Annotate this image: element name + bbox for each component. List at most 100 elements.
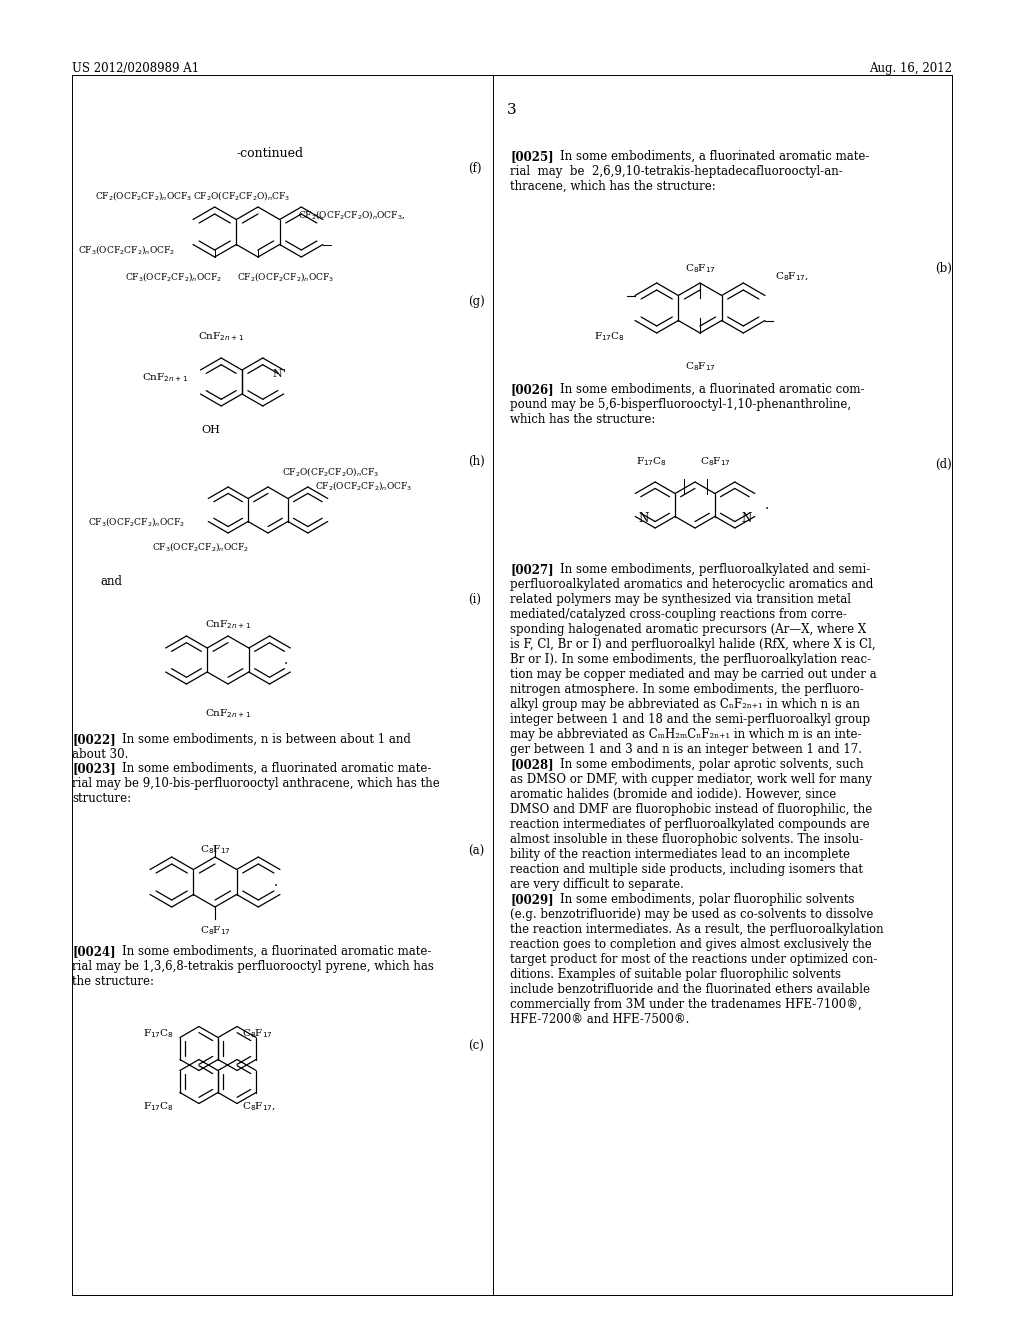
Text: alkyl group may be abbreviated as CₙF₂ₙ₊₁ in which n is an: alkyl group may be abbreviated as CₙF₂ₙ₊… (510, 698, 860, 711)
Text: aromatic halides (bromide and iodide). However, since: aromatic halides (bromide and iodide). H… (510, 788, 837, 801)
Text: In some embodiments, a fluorinated aromatic com-: In some embodiments, a fluorinated aroma… (560, 383, 864, 396)
Text: CF$_2$(OCF$_2$CF$_2$)$_n$OCF$_3$: CF$_2$(OCF$_2$CF$_2$)$_n$OCF$_3$ (315, 479, 413, 492)
Text: N: N (741, 512, 752, 525)
Text: [0029]: [0029] (510, 894, 554, 906)
Text: F$_{17}$C$_8$: F$_{17}$C$_8$ (143, 1027, 174, 1040)
Text: F$_{17}$C$_8$: F$_{17}$C$_8$ (143, 1100, 174, 1113)
Text: C$_8$F$_{17}$: C$_8$F$_{17}$ (200, 924, 230, 937)
Text: (a): (a) (468, 845, 484, 858)
Text: CF$_2$O(CF$_2$CF$_2$O)$_n$CF$_3$: CF$_2$O(CF$_2$CF$_2$O)$_n$CF$_3$ (282, 465, 379, 478)
Text: CF$_2$(OCF$_2$CF$_2$O)$_n$OCF$_3$,: CF$_2$(OCF$_2$CF$_2$O)$_n$OCF$_3$, (298, 209, 406, 220)
Text: rial may be 9,10-bis-perfluorooctyl anthracene, which has the: rial may be 9,10-bis-perfluorooctyl anth… (72, 777, 439, 789)
Text: OH: OH (202, 425, 220, 436)
Text: may be abbreviated as CₘH₂ₘCₙF₂ₙ₊₁ in which m is an inte-: may be abbreviated as CₘH₂ₘCₙF₂ₙ₊₁ in wh… (510, 729, 861, 741)
Text: CnF$_{2n+1}$: CnF$_{2n+1}$ (205, 618, 251, 631)
Text: which has the structure:: which has the structure: (510, 413, 655, 426)
Text: CF$_3$(OCF$_2$CF$_2$)$_n$OCF$_2$: CF$_3$(OCF$_2$CF$_2$)$_n$OCF$_2$ (125, 271, 222, 282)
Text: is F, Cl, Br or I) and perfluoroalkyl halide (RfX, where X is Cl,: is F, Cl, Br or I) and perfluoroalkyl ha… (510, 638, 876, 651)
Text: In some embodiments, polar aprotic solvents, such: In some embodiments, polar aprotic solve… (560, 758, 863, 771)
Text: CnF$_{2n+1}$: CnF$_{2n+1}$ (199, 330, 245, 343)
Text: structure:: structure: (72, 792, 131, 805)
Text: and: and (100, 576, 122, 587)
Text: (c): (c) (468, 1040, 484, 1053)
Text: tion may be copper mediated and may be carried out under a: tion may be copper mediated and may be c… (510, 668, 877, 681)
Text: (h): (h) (468, 455, 484, 469)
Text: as DMSO or DMF, with cupper mediator, work well for many: as DMSO or DMF, with cupper mediator, wo… (510, 774, 871, 785)
Text: In some embodiments, a fluorinated aromatic mate-: In some embodiments, a fluorinated aroma… (122, 945, 431, 958)
Text: Br or I). In some embodiments, the perfluoroalkylation reac-: Br or I). In some embodiments, the perfl… (510, 653, 871, 667)
Text: about 30.: about 30. (72, 748, 128, 762)
Text: reaction goes to completion and gives almost exclusively the: reaction goes to completion and gives al… (510, 939, 871, 950)
Text: In some embodiments, a fluorinated aromatic mate-: In some embodiments, a fluorinated aroma… (122, 762, 431, 775)
Text: (d): (d) (935, 458, 951, 471)
Text: C$_8$F$_{17}$,: C$_8$F$_{17}$, (775, 271, 809, 282)
Text: integer between 1 and 18 and the semi-perfluoroalkyl group: integer between 1 and 18 and the semi-pe… (510, 713, 870, 726)
Text: .: . (765, 498, 769, 512)
Text: C$_8$F$_{17}$: C$_8$F$_{17}$ (685, 360, 716, 372)
Text: mediated/catalyzed cross-coupling reactions from corre-: mediated/catalyzed cross-coupling reacti… (510, 609, 847, 620)
Text: reaction intermediates of perfluoroalkylated compounds are: reaction intermediates of perfluoroalkyl… (510, 818, 869, 832)
Text: rial  may  be  2,6,9,10-tetrakis-heptadecafluorooctyl-an-: rial may be 2,6,9,10-tetrakis-heptadecaf… (510, 165, 843, 178)
Text: pound may be 5,6-bisperfluorooctyl-1,10-phenanthroline,: pound may be 5,6-bisperfluorooctyl-1,10-… (510, 399, 851, 411)
Text: rial may be 1,3,6,8-tetrakis perfluorooctyl pyrene, which has: rial may be 1,3,6,8-tetrakis perfluorooc… (72, 960, 434, 973)
Text: (f): (f) (468, 162, 481, 176)
Text: sponding halogenated aromatic precursors (Ar—X, where X: sponding halogenated aromatic precursors… (510, 623, 866, 636)
Text: CnF$_{2n+1}$: CnF$_{2n+1}$ (205, 708, 251, 719)
Text: N: N (272, 368, 283, 379)
Text: US 2012/0208989 A1: US 2012/0208989 A1 (72, 62, 199, 75)
Text: [0024]: [0024] (72, 945, 116, 958)
Text: thracene, which has the structure:: thracene, which has the structure: (510, 180, 716, 193)
Text: C$_8$F$_{17}$: C$_8$F$_{17}$ (699, 455, 730, 467)
Text: C$_8$F$_{17}$: C$_8$F$_{17}$ (685, 261, 716, 275)
Text: -continued: -continued (237, 147, 303, 160)
Text: In some embodiments, polar fluorophilic solvents: In some embodiments, polar fluorophilic … (560, 894, 854, 906)
Text: In some embodiments, a fluorinated aromatic mate-: In some embodiments, a fluorinated aroma… (560, 150, 869, 162)
Text: [0028]: [0028] (510, 758, 554, 771)
Text: .: . (273, 875, 278, 888)
Text: the structure:: the structure: (72, 975, 154, 987)
Text: N: N (639, 512, 649, 525)
Text: In some embodiments, perfluoroalkylated and semi-: In some embodiments, perfluoroalkylated … (560, 564, 870, 576)
Text: are very difficult to separate.: are very difficult to separate. (510, 878, 684, 891)
Text: 3: 3 (507, 103, 517, 117)
Text: ditions. Examples of suitable polar fluorophilic solvents: ditions. Examples of suitable polar fluo… (510, 968, 841, 981)
Text: F$_{17}$C$_8$: F$_{17}$C$_8$ (636, 455, 668, 467)
Text: (e.g. benzotrifluoride) may be used as co-solvents to dissolve: (e.g. benzotrifluoride) may be used as c… (510, 908, 873, 921)
Text: CF$_3$(OCF$_2$CF$_2$)$_n$OCF$_2$: CF$_3$(OCF$_2$CF$_2$)$_n$OCF$_2$ (152, 540, 249, 553)
Text: [0023]: [0023] (72, 762, 116, 775)
Text: CF$_2$(OCF$_2$CF$_2$)$_n$OCF$_3$: CF$_2$(OCF$_2$CF$_2$)$_n$OCF$_3$ (95, 189, 193, 202)
Text: In some embodiments, n is between about 1 and: In some embodiments, n is between about … (122, 733, 411, 746)
Text: reaction and multiple side products, including isomers that: reaction and multiple side products, inc… (510, 863, 863, 876)
Text: Aug. 16, 2012: Aug. 16, 2012 (869, 62, 952, 75)
Text: include benzotrifluoride and the fluorinated ethers available: include benzotrifluoride and the fluorin… (510, 983, 870, 997)
Text: C$_8$F$_{17}$,: C$_8$F$_{17}$, (242, 1100, 276, 1113)
Text: .: . (284, 653, 288, 667)
Text: (g): (g) (468, 294, 484, 308)
Text: [0025]: [0025] (510, 150, 554, 162)
Text: target product for most of the reactions under optimized con-: target product for most of the reactions… (510, 953, 878, 966)
Text: the reaction intermediates. As a result, the perfluoroalkylation: the reaction intermediates. As a result,… (510, 923, 884, 936)
Text: bility of the reaction intermediates lead to an incomplete: bility of the reaction intermediates lea… (510, 847, 850, 861)
Text: CF$_2$(OCF$_2$CF$_2$)$_n$OCF$_3$: CF$_2$(OCF$_2$CF$_2$)$_n$OCF$_3$ (237, 271, 334, 282)
Text: ': ' (284, 368, 287, 379)
Text: CF$_3$(OCF$_2$CF$_2$)$_n$OCF$_2$: CF$_3$(OCF$_2$CF$_2$)$_n$OCF$_2$ (78, 243, 175, 256)
Text: related polymers may be synthesized via transition metal: related polymers may be synthesized via … (510, 593, 851, 606)
Text: almost insoluble in these fluorophobic solvents. The insolu-: almost insoluble in these fluorophobic s… (510, 833, 863, 846)
Text: commercially from 3M under the tradenames HFE-7100®,: commercially from 3M under the tradename… (510, 998, 862, 1011)
Text: C$_8$F$_{17}$: C$_8$F$_{17}$ (242, 1027, 273, 1040)
Text: C$_8$F$_{17}$: C$_8$F$_{17}$ (200, 843, 230, 855)
Text: ger between 1 and 3 and n is an integer between 1 and 17.: ger between 1 and 3 and n is an integer … (510, 743, 862, 756)
Text: DMSO and DMF are fluorophobic instead of fluorophilic, the: DMSO and DMF are fluorophobic instead of… (510, 803, 872, 816)
Text: [0026]: [0026] (510, 383, 554, 396)
Text: perfluoroalkylated aromatics and heterocyclic aromatics and: perfluoroalkylated aromatics and heteroc… (510, 578, 873, 591)
Text: [0027]: [0027] (510, 564, 554, 576)
Text: [0022]: [0022] (72, 733, 116, 746)
Text: HFE-7200® and HFE-7500®.: HFE-7200® and HFE-7500®. (510, 1012, 689, 1026)
Text: (i): (i) (468, 593, 481, 606)
Text: CnF$_{2n+1}$: CnF$_{2n+1}$ (142, 371, 188, 384)
Text: F$_{17}$C$_8$: F$_{17}$C$_8$ (594, 330, 625, 343)
Text: (b): (b) (935, 261, 952, 275)
Text: CF$_2$O(CF$_2$CF$_2$O)$_n$CF$_3$: CF$_2$O(CF$_2$CF$_2$O)$_n$CF$_3$ (193, 189, 290, 202)
Text: CF$_3$(OCF$_2$CF$_2$)$_n$OCF$_2$: CF$_3$(OCF$_2$CF$_2$)$_n$OCF$_2$ (88, 515, 185, 528)
Text: nitrogen atmosphere. In some embodiments, the perfluoro-: nitrogen atmosphere. In some embodiments… (510, 682, 864, 696)
